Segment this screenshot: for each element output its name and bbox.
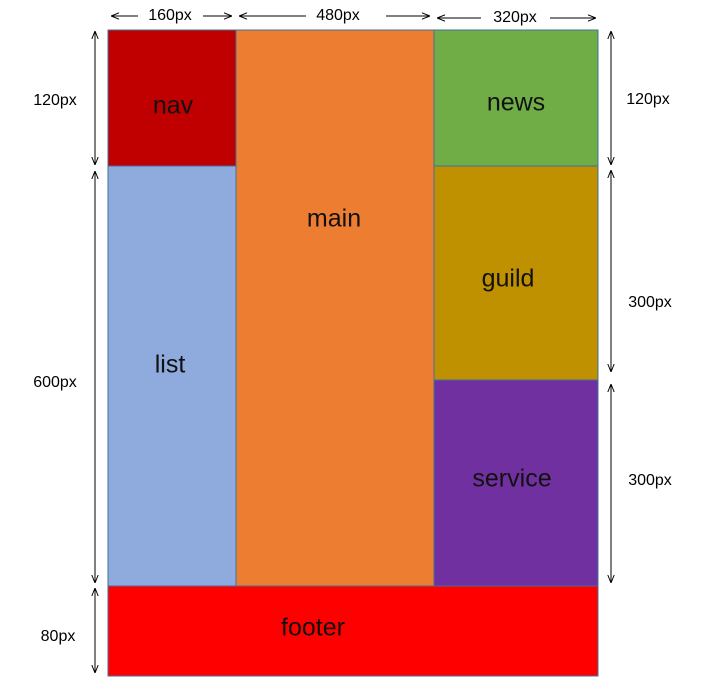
dimension-label: 600px: [33, 374, 77, 391]
footer-block: [107, 585, 599, 677]
dimension-label: 80px: [41, 628, 76, 645]
dimension-label: 300px: [628, 294, 672, 311]
block-label: list: [155, 351, 186, 379]
dimension-label: 320px: [493, 9, 537, 26]
block-label: main: [307, 205, 361, 233]
block-label: nav: [153, 92, 194, 120]
news-block: [433, 29, 599, 167]
service-block: [433, 379, 599, 587]
block-label: news: [487, 89, 545, 117]
block-label: footer: [281, 614, 345, 642]
block-label: guild: [482, 265, 535, 293]
dimension-label: 300px: [628, 472, 672, 489]
list-block: [107, 165, 237, 587]
block-label: service: [472, 465, 551, 493]
guild-block: [433, 165, 599, 381]
dimension-label: 480px: [316, 7, 360, 24]
dimension-label: 120px: [33, 92, 77, 109]
nav-block: [107, 29, 237, 167]
main-block: [235, 29, 435, 587]
dimension-label: 120px: [626, 91, 670, 108]
dimension-label: 160px: [148, 7, 192, 24]
